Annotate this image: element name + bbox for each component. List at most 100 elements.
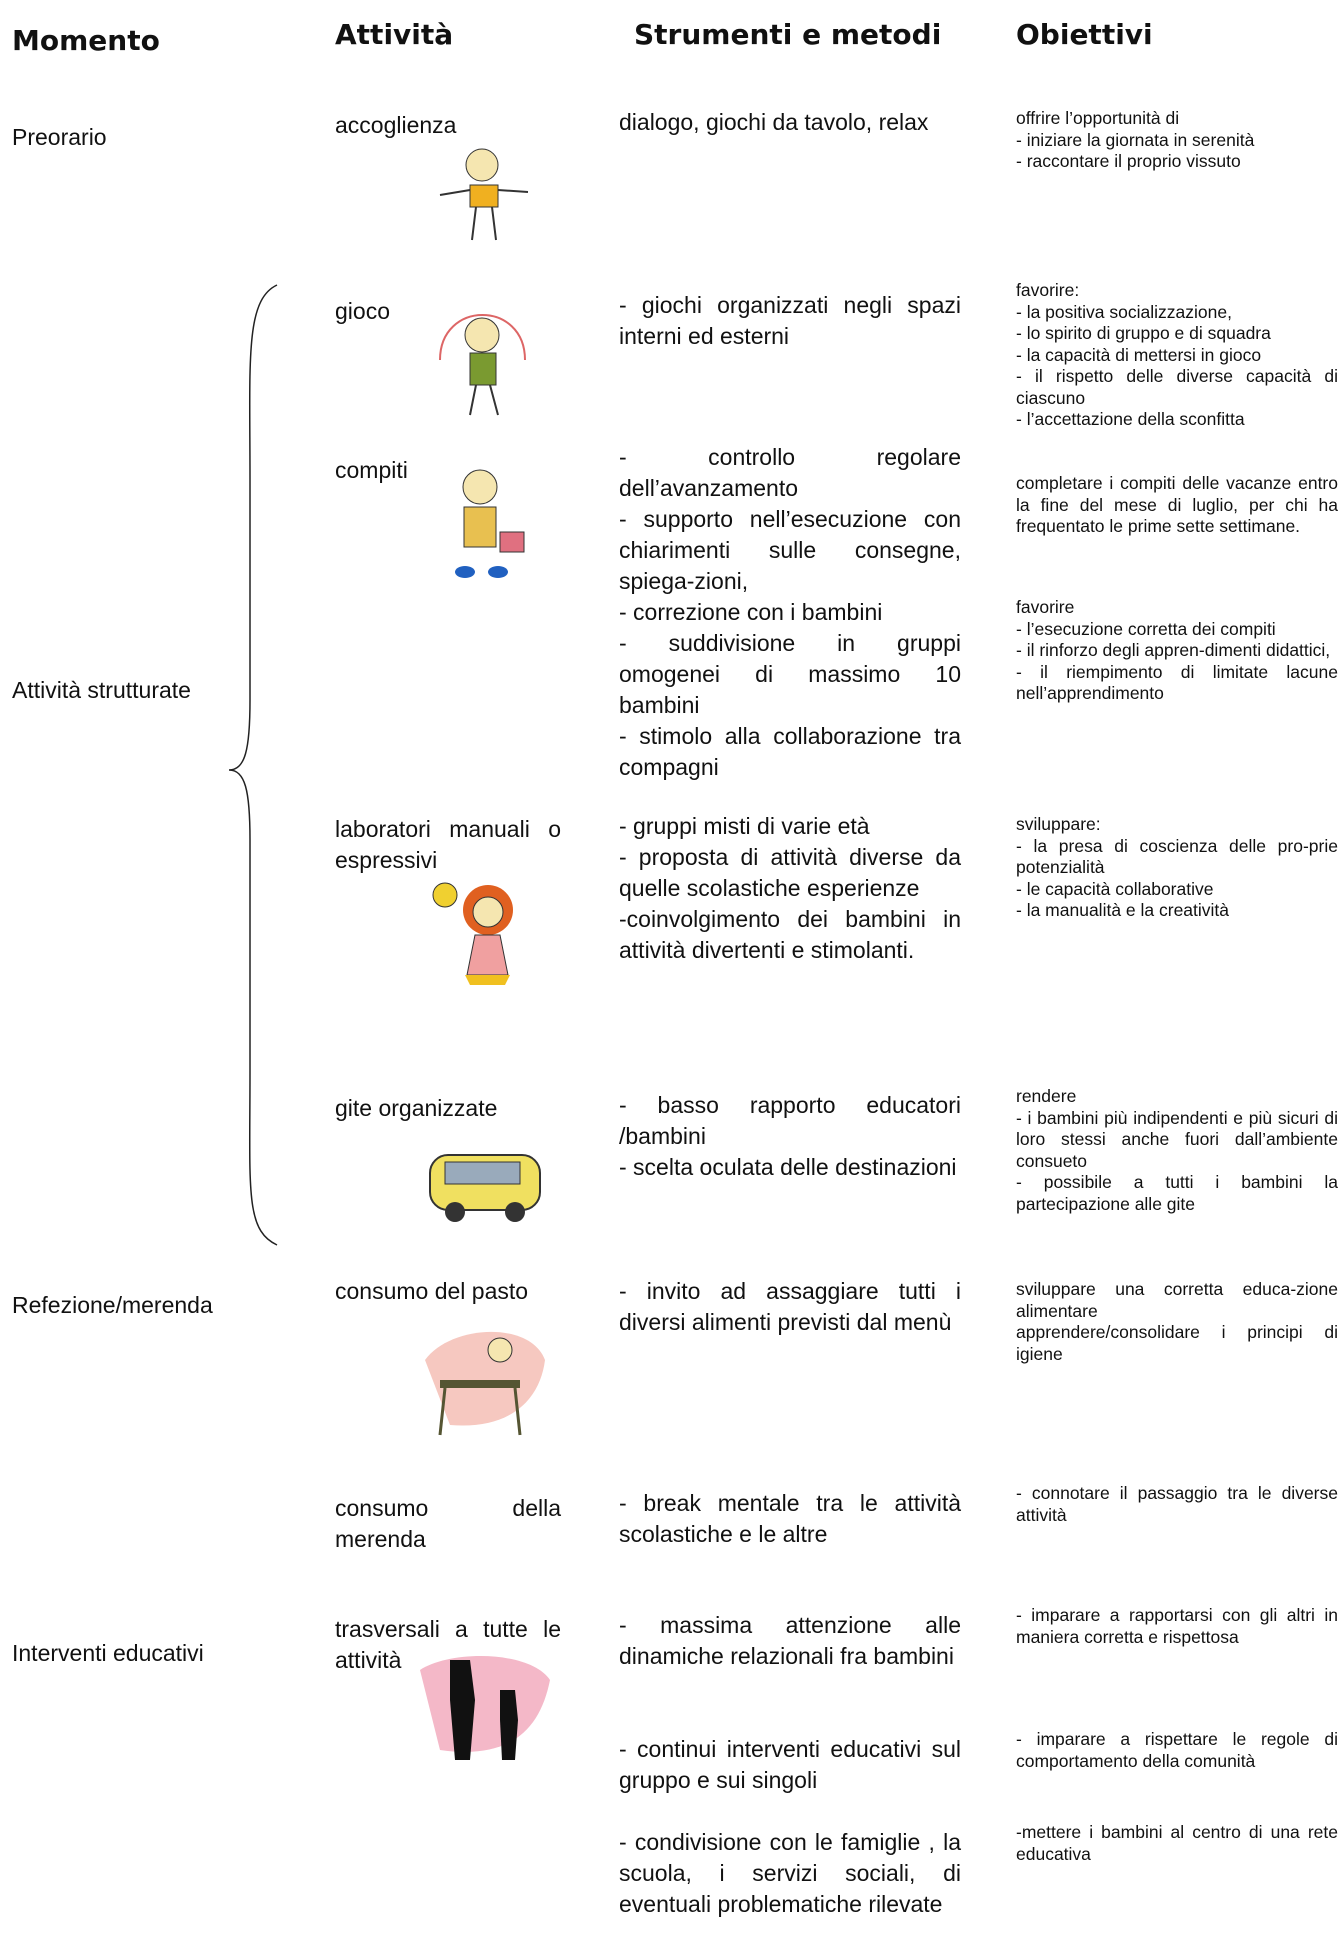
drawing-part [440,1380,520,1388]
objective-item: sviluppare: [1016,814,1101,834]
activity: laboratori manuali o espressivi [335,816,561,873]
activity: trasversali a tutte le attività [335,1616,561,1673]
method-item: - continui interventi educativi sul grup… [619,1736,961,1793]
method-item: - break mentale tra le attività scolasti… [619,1490,961,1547]
objectives: sviluppare una corretta educa-zione alim… [1016,1279,1338,1365]
method-item: - condivisione con le famiglie , la scuo… [619,1829,961,1917]
objective-item: - la capacità di mettersi in gioco [1016,344,1262,365]
method-item: - controllo regolare dell’avanzamento [619,444,961,501]
methods: - massima attenzione alle dinamiche rela… [619,1610,961,1672]
objective-item: offrire l’opportunità di [1016,108,1180,128]
drawing-part [455,566,475,578]
objective-item: apprendere/consolidare i principi di igi… [1016,1322,1338,1364]
drawing-part [420,1656,550,1752]
methods: - gruppi misti di varie età - proposta di… [619,811,961,966]
illustration [420,1656,550,1760]
methods: - giochi organizzati negli spazi interni… [619,290,961,352]
objective-item: - connotare il passaggio tra le diverse … [1016,1483,1338,1525]
illustration [425,1331,545,1436]
activity: compiti [335,457,408,483]
activity: accoglienza [335,112,457,138]
drawing-part [465,975,510,985]
objective-item: - imparare a rispettare le regole di com… [1016,1729,1338,1771]
illustration [429,1154,541,1222]
objective-item: - possibile a tutti i bambini la parteci… [1016,1172,1338,1214]
objective-item: - la manualità e la creatività [1016,900,1230,920]
drawing-part [499,531,525,553]
objectives: completare i compiti delle vacanze entro… [1016,473,1338,538]
drawing-part [445,1202,465,1222]
method-item: - gruppi misti di varie età [619,813,870,839]
method-item: - correzione con i bambini [619,599,883,625]
drawing-part [469,184,499,208]
methods: - condivisione con le famiglie , la scuo… [619,1827,961,1920]
objective-item: - il rinforzo degli appren-dimenti didat… [1016,640,1331,660]
illustration [439,314,526,416]
drawing-part [444,1161,521,1185]
objectives: offrire l’opportunità di - iniziare la gi… [1016,108,1338,173]
objective-item: completare i compiti delle vacanze entro… [1016,473,1338,536]
drawing-part [472,896,504,928]
drawing-part [505,1202,525,1222]
objectives: rendere - i bambini più indipendenti e pi… [1016,1086,1338,1215]
objective-item: - lo spirito di gruppo e di squadra [1016,323,1271,343]
method-item: - suddivisione in gruppi omogenei di mas… [619,630,961,718]
objective-item: favorire [1016,597,1075,617]
objective-item: - la positiva socializzazione, [1016,301,1232,322]
drawing-part [439,314,526,361]
drawing-part [500,1690,518,1760]
header: Attività [335,18,454,51]
activity: consumo della merenda [335,1495,561,1552]
objectives: -mettere i bambini al centro di una rete… [1016,1822,1338,1865]
moment: Refezione/merenda [12,1292,213,1318]
drawing-part [465,148,499,182]
method-item: - scelta oculata delle destinazioni [619,1154,957,1180]
objectives: - imparare a rapportarsi con gli altri i… [1016,1605,1338,1648]
objective-item: - imparare a rapportarsi con gli altri i… [1016,1605,1338,1647]
objective-item: - iniziare la giornata in serenità [1016,129,1255,150]
drawing-part [450,1660,475,1760]
drawing-part [462,469,498,505]
objective-item: sviluppare una corretta educa-zione alim… [1016,1279,1338,1321]
methods: - invito ad assaggiare tutti i diversi a… [619,1276,961,1338]
drawing-part [469,384,499,416]
moment: Preorario [12,124,107,150]
moment: Interventi educativi [12,1640,204,1666]
method-item: - stimolo alla collaborazione tra compag… [619,723,961,780]
methods: - controllo regolare dell’avanzamento - s… [619,442,961,783]
objectives: favorire - l’esecuzione corretta dei comp… [1016,597,1338,705]
method-item: -coinvolgimento dei bambini in attività … [619,906,961,963]
objective-item: - i bambini più indipendenti e più sicur… [1016,1107,1338,1171]
objective-item: - raccontare il proprio vissuto [1016,151,1241,171]
methods: - continui interventi educativi sul grup… [619,1734,961,1796]
illustration [432,882,513,985]
brace [228,284,278,1246]
objective-item: favorire: [1016,280,1080,300]
method-item: - invito ad assaggiare tutti i diversi a… [619,1278,961,1335]
header: Momento [12,24,160,57]
objective-item: -mettere i bambini al centro di una rete… [1016,1822,1338,1864]
objective-item: - le capacità collaborative [1016,878,1214,899]
header: Obiettivi [1016,18,1153,51]
methods: dialogo, giochi da tavolo, relax [619,107,961,138]
objectives: favorire: - la positiva socializzazione, -… [1016,280,1338,431]
objectives: sviluppare: - la presa di coscienza delle… [1016,814,1338,922]
activity: consumo del pasto [335,1278,529,1304]
drawing-part [463,506,497,548]
methods: - break mentale tra le attività scolasti… [619,1488,961,1550]
objectives: - connotare il passaggio tra le diverse … [1016,1483,1338,1526]
header: Strumenti e metodi [634,18,942,51]
moment: Attività strutturate [12,677,191,703]
activity: gioco [335,298,390,324]
objectives: - imparare a rispettare le regole di com… [1016,1729,1338,1772]
drawing-part [488,566,508,578]
activity: gite organizzate [335,1095,498,1121]
method-item: - supporto nell’esecuzione con chiarimen… [619,506,961,594]
drawing-part [469,352,497,386]
illustration [455,469,525,578]
objective-item: rendere [1016,1086,1077,1106]
method-item: dialogo, giochi da tavolo, relax [619,109,929,135]
drawing-part [464,317,500,353]
drawing-part [432,882,458,908]
